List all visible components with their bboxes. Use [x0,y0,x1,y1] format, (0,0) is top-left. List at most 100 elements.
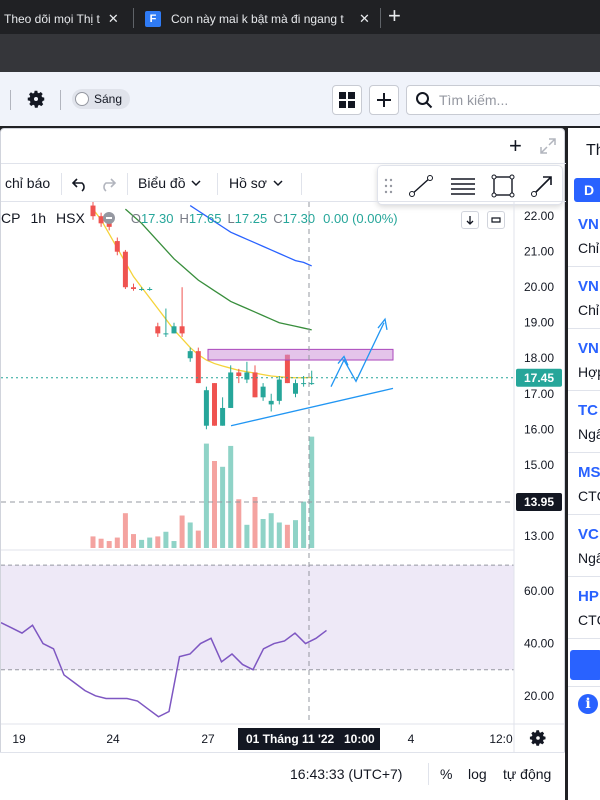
arrow-down-icon [466,216,474,225]
legend-menu-button[interactable] [487,211,505,229]
info-icon[interactable]: i [578,694,598,714]
legend-l-label: L [227,210,235,226]
close-tab-icon[interactable]: ✕ [359,11,370,26]
theme-toggle[interactable]: Sáng [72,89,130,109]
volume-bar [155,536,161,548]
watchlist-symbol[interactable]: TC [578,402,598,419]
crosshair-price-label: 13.95 [524,495,554,509]
auto-scale-button[interactable]: tự động [503,766,552,782]
refresh-icon [491,217,501,223]
volume-bar [106,541,112,548]
candle-body [228,372,234,408]
volume-bar [268,513,274,548]
legend-change: 0.00 (0.00%) [323,210,398,226]
volume-bar [147,537,153,548]
watchlist-action-button[interactable] [570,650,600,680]
log-scale-button[interactable]: log [468,766,487,782]
time-tick-label: 4 [408,732,415,746]
candle-body [203,390,209,426]
collapse-legend-button[interactable] [461,211,479,229]
tab-title: Theo dõi mọi Thị t [4,12,100,26]
trend-line-icon[interactable] [408,174,434,198]
volume-bar [212,461,217,548]
watchlist-name: CTC [578,488,600,504]
divider [568,266,600,267]
candle-body [212,383,217,426]
projection-arrow-path [330,322,385,387]
arrow-tool-icon[interactable] [530,174,556,198]
add-button[interactable] [369,85,399,115]
expand-icon[interactable] [539,137,557,155]
new-tab-button[interactable]: + [388,3,401,28]
candle-body [122,251,128,288]
time-tick-label: 27 [201,732,215,746]
watchlist-symbol[interactable]: VN [578,278,599,295]
browser-tab[interactable]: Theo dõi mọi Thị t ✕ [4,4,122,34]
legend-close: 17.30 [282,210,316,226]
crosshair-price-label-bg [516,493,562,512]
price-tick-label: 17.00 [524,387,554,401]
candle-body [284,354,290,384]
candle-body [131,287,136,289]
price-tick-label: 22.00 [524,209,554,223]
watchlist-symbol[interactable]: VN [578,216,599,233]
volume-bar [195,530,201,548]
watchlist-button[interactable]: D [574,178,600,202]
time-tick-label: 24 [106,732,120,746]
layout-grid-button[interactable] [332,85,362,115]
drag-handle-icon[interactable] [384,178,394,194]
rsi-tick-label: 60.00 [524,584,554,598]
divider [10,90,11,110]
ma-green-line [124,208,312,331]
plus-icon [377,93,391,107]
profile-button[interactable]: Hồ sơ [229,175,283,191]
divider [568,576,600,577]
fib-lines-icon[interactable] [450,174,476,198]
watchlist-symbol[interactable]: MS [578,464,600,481]
volume-bar [228,445,234,548]
price-chart[interactable]: 22.00 21.00 20.00 19.00 18.00 17.00 16.00 15.00… [1,202,564,790]
close-tab-icon[interactable]: ✕ [107,11,119,26]
tab-divider [133,8,134,28]
rsi-tick-label: 20.00 [524,689,554,703]
price-tick-label: 20.00 [524,280,554,294]
divider [127,173,128,195]
chart-type-button[interactable]: Biểu đồ [138,175,202,191]
axis-settings-gear-icon [529,730,546,746]
candle-body [147,289,153,290]
watchlist-symbol[interactable]: VC [578,526,599,543]
watchlist-symbol[interactable]: HP [578,588,599,605]
legend-symbol[interactable]: CP [1,210,21,226]
indicators-button[interactable]: chỉ báo [5,175,50,191]
search-box[interactable]: Tìm kiếm... [406,85,600,115]
legend-h-label: H [179,210,189,226]
rsi-line [1,621,327,718]
volume-bar [139,539,145,548]
volume-bar [252,496,258,548]
price-tick-label: 19.00 [524,316,554,330]
watchlist-symbol[interactable]: VN [578,340,599,357]
divider [217,173,218,195]
add-panel-button[interactable]: + [509,133,522,158]
watchlist-name: Hợp [578,364,600,380]
rectangle-icon[interactable] [490,174,516,198]
legend-open: 17.30 [140,210,174,226]
settings-gear-icon[interactable] [25,88,47,110]
candle-body [98,216,104,224]
volume-bar [98,538,104,548]
legend-interval: 1h [30,210,47,226]
divider [61,173,62,195]
divider [301,173,302,195]
volume-bar [131,534,136,548]
volume-bar [301,501,307,548]
redo-icon[interactable] [99,175,117,193]
divider [568,638,600,639]
volume-bar [260,519,266,548]
percent-scale-button[interactable]: % [440,766,453,782]
volume-bar [171,541,177,548]
candle-body [236,372,242,376]
layout-grid-icon [339,92,355,108]
crosshair-date-label: 01 Tháng 11 '22 [246,732,335,746]
undo-icon[interactable] [71,175,89,193]
browser-tab[interactable]: F Con này mai k bật mà đi ngang t ✕ [145,4,370,34]
